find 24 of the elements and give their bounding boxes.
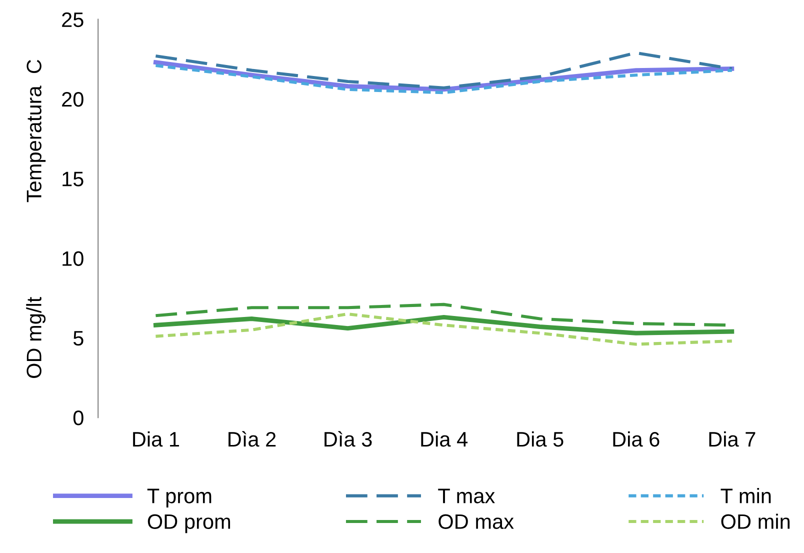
y-tick-label: 20 [62,92,84,107]
text: OD mg/lt [26,296,46,378]
y-tick-label: 15 [62,172,84,186]
x-tick-label: Dia 1 [133,431,180,447]
legend-label: OD min [721,514,790,529]
line-series [154,312,734,346]
legend-label: OD max [438,514,514,529]
x-tick-label: Dìa 2 [228,431,276,447]
y-tick-label: 0 [73,410,84,426]
x-tick-label: Dia 7 [709,431,756,447]
line-series [153,314,734,336]
legend-label: T min [720,488,771,504]
y-axis-title: Temperatura C [26,60,46,202]
legend-label: T max [438,488,495,504]
y-tick-label: 10 [62,251,84,266]
line-series [154,51,734,90]
x-tick-label: Dia 6 [613,431,660,447]
x-tick-label: Dia 5 [517,431,564,447]
x-tick-label: Dìa 3 [324,431,372,447]
y-tick-label: 5 [73,331,84,346]
y-tick-label: 25 [62,12,84,28]
legend-label: OD prom [148,514,230,534]
legend-label: T prom [147,488,212,508]
x-tick-label: Dia 4 [421,431,468,447]
